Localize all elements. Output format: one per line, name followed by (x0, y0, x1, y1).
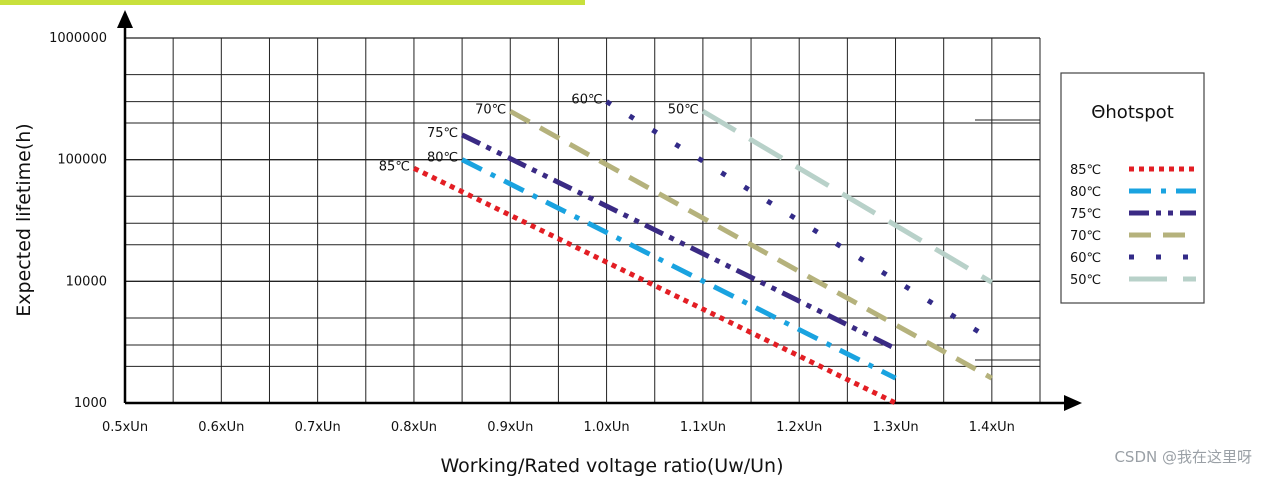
x-tick-label: 1.1xUn (680, 420, 726, 435)
legend: Θhotspot 85℃ 80℃ 75℃ 70℃ 60℃ 50℃ (1060, 72, 1205, 304)
legend-title: Θhotspot (1091, 102, 1174, 123)
series-label-2: 75℃ (427, 126, 458, 141)
legend-entry-label-1: 80℃ (1070, 185, 1101, 200)
y-tick-label: 100000 (57, 153, 107, 168)
watermark: CSDN @我在这里呀 (1114, 448, 1252, 466)
series-lines (412, 99, 994, 406)
x-tick-label: 0.8xUn (391, 420, 437, 435)
x-tick-label: 0.6xUn (198, 420, 244, 435)
x-tick-label: 1.0xUn (584, 420, 630, 435)
y-tick-label: 1000000 (49, 31, 107, 46)
x-tick-label: 0.9xUn (487, 420, 533, 435)
y-axis-arrow (117, 10, 133, 28)
y-tick-label: 10000 (66, 274, 107, 289)
y-axis-label: Expected lifetime(h) (13, 123, 35, 316)
legend-box (1060, 72, 1205, 304)
legend-entry-label-4: 60℃ (1070, 251, 1101, 266)
x-tick-label: 0.5xUn (102, 420, 148, 435)
series-line-3 (509, 109, 994, 381)
series-label-5: 50℃ (668, 102, 699, 117)
x-tick-label: 0.7xUn (295, 420, 341, 435)
series-labels: 85℃ 80℃ 75℃ 70℃ 60℃ 50℃ (379, 93, 699, 175)
legend-entry-label-0: 85℃ (1070, 163, 1101, 178)
x-tick-label: 1.4xUn (969, 420, 1015, 435)
top-accent-bar (0, 0, 585, 5)
series-label-0: 85℃ (379, 159, 410, 174)
series-line-1 (460, 157, 897, 381)
series-label-4: 60℃ (571, 93, 602, 108)
axes (117, 10, 1082, 411)
series-line-5 (701, 109, 994, 285)
series-label-3: 70℃ (475, 102, 506, 117)
x-axis-label: Working/Rated voltage ratio(Uw/Un) (440, 455, 783, 477)
legend-entry-label-3: 70℃ (1070, 229, 1101, 244)
x-tick-label: 1.3xUn (872, 420, 918, 435)
x-tick-label: 1.2xUn (776, 420, 822, 435)
legend-entry-label-2: 75℃ (1070, 207, 1101, 222)
series-line-2 (460, 132, 897, 351)
y-tick-label: 1000 (74, 396, 107, 411)
legend-entry-label-5: 50℃ (1070, 273, 1101, 288)
tick-labels: 0.5xUn 0.6xUn 0.7xUn 0.8xUn 0.9xUn 1.0xUn 1.1x… (49, 31, 1015, 435)
x-axis-arrow (1064, 395, 1082, 411)
series-label-1: 80℃ (427, 151, 458, 166)
